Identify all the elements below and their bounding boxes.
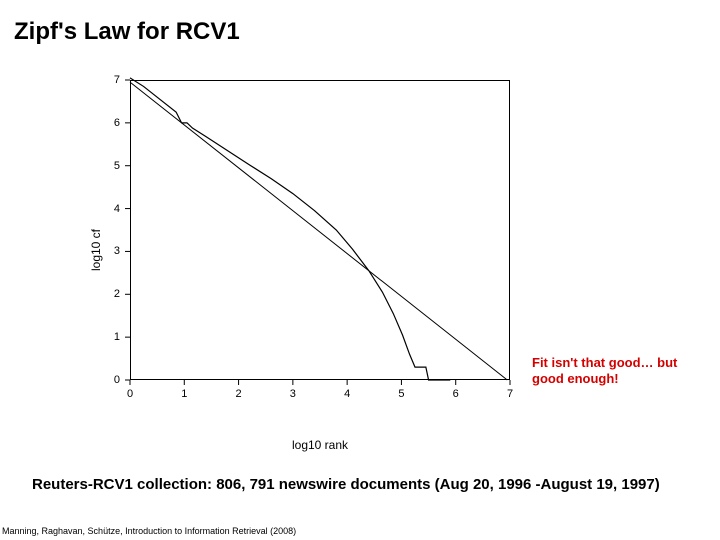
y-tick-label: 5 (114, 160, 120, 172)
y-tick-label: 4 (114, 203, 120, 215)
fit-callout: Fit isn't that good… but good enough! (532, 355, 702, 388)
chart-svg (130, 80, 510, 380)
y-tick-label: 1 (114, 331, 120, 343)
fit-line (130, 82, 507, 380)
x-tick-label: 7 (507, 388, 513, 400)
y-tick-label: 7 (114, 74, 120, 86)
page-title: Zipf's Law for RCV1 (14, 18, 240, 46)
x-tick-label: 2 (236, 388, 242, 400)
zipf-chart: log10 cf log10 rank 0123456701234567 (130, 80, 510, 420)
x-tick-label: 3 (290, 388, 296, 400)
collection-subtitle: Reuters-RCV1 collection: 806, 791 newswi… (32, 476, 660, 493)
data-curve (130, 78, 450, 380)
y-tick-label: 2 (114, 288, 120, 300)
y-tick-label: 0 (114, 374, 120, 386)
x-tick-label: 0 (127, 388, 133, 400)
y-axis-label: log10 cf (89, 229, 103, 271)
y-tick-label: 3 (114, 245, 120, 257)
x-tick-label: 6 (453, 388, 459, 400)
citation: Manning, Raghavan, Schütze, Introduction… (2, 526, 296, 536)
x-tick-label: 1 (181, 388, 187, 400)
y-tick-label: 6 (114, 117, 120, 129)
x-axis-label: log10 rank (292, 438, 348, 452)
x-tick-label: 4 (344, 388, 350, 400)
x-tick-label: 5 (398, 388, 404, 400)
